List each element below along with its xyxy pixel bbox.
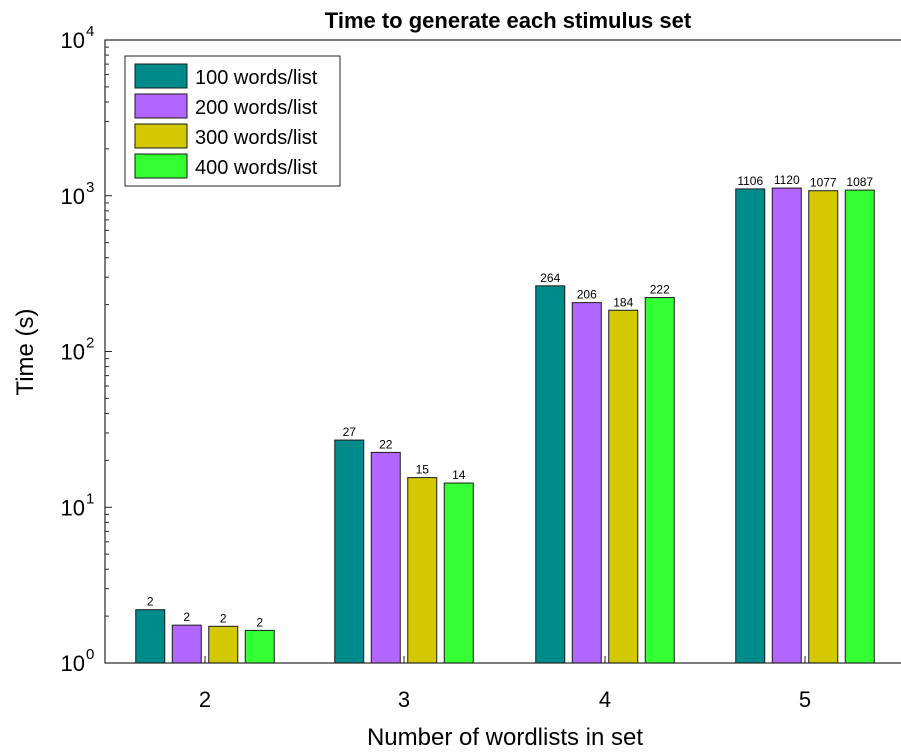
bar xyxy=(572,303,601,663)
bar xyxy=(136,610,165,663)
data-label: 2 xyxy=(220,611,227,625)
data-label: 222 xyxy=(650,283,670,297)
bar xyxy=(736,189,765,663)
legend: 100 words/list 200 words/list 300 words/li… xyxy=(125,56,340,186)
y-tick-label: 10 xyxy=(61,495,85,520)
legend-swatch xyxy=(135,154,187,178)
bar xyxy=(609,310,638,663)
x-tick-label: 4 xyxy=(599,687,611,712)
y-tick-exponent: 2 xyxy=(86,335,94,352)
y-tick-exponent: 1 xyxy=(86,490,94,507)
data-label: 1106 xyxy=(737,174,763,188)
legend-swatch xyxy=(135,94,187,118)
bar xyxy=(645,298,674,663)
bar xyxy=(536,286,565,663)
data-label: 27 xyxy=(343,425,357,439)
data-label: 1077 xyxy=(810,176,837,190)
bar xyxy=(809,191,838,663)
data-label: 206 xyxy=(577,288,597,302)
y-tick-exponent: 3 xyxy=(86,179,94,196)
data-label: 1120 xyxy=(774,173,800,187)
data-label: 22 xyxy=(379,437,393,451)
bar xyxy=(335,440,364,663)
y-tick-label: 10 xyxy=(61,184,85,209)
x-tick-label: 2 xyxy=(199,687,211,712)
legend-swatch xyxy=(135,64,187,88)
data-label: 2 xyxy=(256,615,263,629)
bar xyxy=(845,190,874,663)
y-axis-title: Time (s) xyxy=(12,308,39,395)
data-label: 1087 xyxy=(846,175,873,189)
legend-label: 300 words/list xyxy=(195,127,318,149)
legend-label: 100 words/list xyxy=(195,67,318,89)
data-label: 2 xyxy=(147,595,154,609)
data-label: 15 xyxy=(416,463,430,477)
data-label: 14 xyxy=(452,468,466,482)
bar xyxy=(209,626,238,663)
y-tick-label: 10 xyxy=(61,28,85,53)
y-tick-label: 10 xyxy=(61,340,85,365)
legend-swatch xyxy=(135,124,187,148)
legend-label: 400 words/list xyxy=(195,157,318,179)
data-label: 264 xyxy=(540,271,560,285)
bar xyxy=(172,625,201,663)
y-tick-label: 10 xyxy=(61,651,85,676)
legend-label: 200 words/list xyxy=(195,97,318,119)
data-label: 2 xyxy=(183,610,190,624)
bar xyxy=(772,188,801,663)
x-axis-title: Number of wordlists in set xyxy=(367,724,643,751)
data-label: 184 xyxy=(613,295,633,309)
bar xyxy=(371,452,400,663)
bar xyxy=(408,478,437,663)
bar xyxy=(444,483,473,663)
y-tick-exponent: 4 xyxy=(86,23,94,40)
chart-title: Time to generate each stimulus set xyxy=(325,8,692,33)
x-tick-label: 5 xyxy=(799,687,811,712)
bar xyxy=(245,630,274,663)
x-tick-label: 3 xyxy=(398,687,410,712)
y-tick-exponent: 0 xyxy=(86,646,94,663)
